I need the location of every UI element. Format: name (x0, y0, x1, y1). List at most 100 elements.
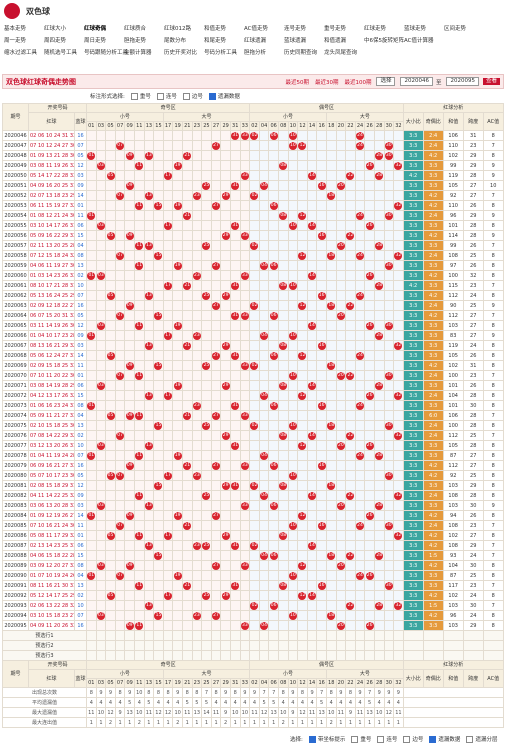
preset-cell[interactable] (229, 650, 241, 661)
preset-cell[interactable] (210, 640, 222, 651)
preset-cell[interactable] (287, 650, 299, 661)
preset-cell[interactable] (277, 650, 289, 661)
preset-cell[interactable] (277, 640, 289, 651)
checkbox-item[interactable]: 遗漏分层 (466, 735, 497, 743)
preset-cell[interactable] (325, 650, 337, 661)
preset-cell[interactable] (124, 650, 135, 661)
preset-cell[interactable] (345, 630, 356, 641)
preset-cell[interactable] (325, 640, 337, 651)
preset-cell[interactable] (191, 630, 203, 641)
preset-cell[interactable] (134, 640, 145, 651)
nav-link[interactable]: 连号走势 (284, 26, 307, 32)
preset-cell[interactable] (220, 650, 231, 661)
nav-link[interactable]: 红球012路 (164, 26, 191, 32)
checkbox[interactable] (466, 735, 474, 743)
preset-cell[interactable] (95, 650, 107, 661)
preset-cell[interactable] (373, 630, 385, 641)
preset-cell[interactable] (143, 640, 155, 651)
preset-cell[interactable] (383, 640, 395, 651)
preset-cell[interactable] (287, 640, 299, 651)
preset-cell[interactable] (316, 650, 327, 661)
preset-cell[interactable] (373, 650, 385, 661)
preset-cell[interactable] (143, 650, 155, 661)
nav-link[interactable]: 和值走势 (204, 26, 227, 32)
nav-link[interactable]: 缩水过滤工具 (4, 50, 38, 56)
checkbox-item[interactable]: 重号 (130, 92, 151, 100)
preset-cell[interactable] (297, 630, 308, 641)
preset-cell[interactable] (306, 650, 318, 661)
preset-cell[interactable] (297, 640, 308, 651)
preset-cell[interactable] (172, 630, 183, 641)
nav-link[interactable]: 周四走势 (44, 38, 67, 44)
preset-cell[interactable] (191, 650, 203, 661)
nav-link[interactable]: 胆拖分析 (244, 50, 267, 56)
preset-cell[interactable] (335, 640, 347, 651)
preset-cell[interactable] (239, 650, 251, 661)
preset-cell[interactable] (229, 630, 241, 641)
preset-cell[interactable] (239, 640, 251, 651)
preset-cell[interactable] (201, 650, 212, 661)
preset-cell[interactable] (287, 630, 299, 641)
preset-cell[interactable] (268, 640, 279, 651)
nav-link[interactable]: 龙头凤尾查询 (324, 50, 358, 56)
nav-link[interactable]: 胆拖走势 (124, 38, 147, 44)
checkbox[interactable] (208, 92, 216, 100)
preset-cell[interactable] (268, 650, 279, 661)
preset-cell[interactable] (86, 630, 97, 641)
period-link[interactable]: 最近50期 (285, 79, 309, 86)
preset-cell[interactable] (162, 640, 174, 651)
checkbox[interactable] (351, 735, 359, 743)
preset-cell[interactable] (172, 640, 183, 651)
from-input[interactable]: 2020046 (400, 77, 433, 86)
preset-cell[interactable] (201, 640, 212, 651)
preset-cell[interactable] (306, 640, 318, 651)
nav-link[interactable]: 蓝球遗漏 (284, 38, 307, 44)
nav-link[interactable]: 金额计算器 (124, 50, 152, 56)
preset-cell[interactable] (393, 630, 404, 641)
preset-cell[interactable] (191, 640, 203, 651)
preset-cell[interactable] (220, 640, 231, 651)
preset-cell[interactable] (354, 630, 366, 641)
preset-cell[interactable] (239, 630, 251, 641)
preset-cell[interactable] (86, 650, 97, 661)
period-link[interactable]: 最近100期 (344, 79, 372, 86)
nav-link[interactable]: 历史同期查询 (284, 50, 318, 56)
preset-cell[interactable] (354, 640, 366, 651)
nav-link[interactable]: 红球大小 (44, 26, 67, 32)
preset-cell[interactable] (393, 650, 404, 661)
nav-link[interactable]: 周日走势 (84, 38, 107, 44)
preset-cell[interactable] (201, 630, 212, 641)
preset-cell[interactable] (134, 630, 145, 641)
preset-cell[interactable] (383, 630, 395, 641)
checkbox[interactable] (156, 92, 164, 100)
preset-cell[interactable] (297, 650, 308, 661)
preset-cell[interactable] (210, 650, 222, 661)
preset-cell[interactable] (181, 650, 193, 661)
preset-cell[interactable] (345, 650, 356, 661)
preset-cell[interactable] (364, 650, 375, 661)
preset-cell[interactable] (393, 640, 404, 651)
preset-cell[interactable] (210, 630, 222, 641)
preset-cell[interactable] (249, 650, 260, 661)
preset-cell[interactable] (364, 630, 375, 641)
checkbox-item[interactable]: 重号 (351, 735, 371, 743)
preset-cell[interactable] (124, 630, 135, 641)
nav-link[interactable]: 基本走势 (4, 26, 27, 32)
preset-cell[interactable] (220, 630, 231, 641)
preset-cell[interactable] (277, 630, 289, 641)
preset-cell[interactable] (105, 630, 116, 641)
preset-cell[interactable] (181, 630, 193, 641)
preset-cell[interactable] (373, 640, 385, 651)
nav-link[interactable]: 号码跟随分析工具 (84, 50, 129, 56)
nav-link[interactable]: 周一走势 (4, 38, 27, 44)
nav-link[interactable]: 尾数分布 (164, 38, 187, 44)
preset-cell[interactable] (316, 640, 327, 651)
nav-link[interactable]: 和值遗漏 (324, 38, 347, 44)
checkbox[interactable] (403, 735, 411, 743)
preset-cell[interactable] (316, 630, 327, 641)
preset-cell[interactable] (335, 650, 347, 661)
preset-cell[interactable] (383, 650, 395, 661)
nav-link[interactable]: 红球奇偶 (84, 26, 107, 32)
checkbox-item[interactable]: 连号 (377, 735, 397, 743)
preset-cell[interactable] (114, 640, 126, 651)
